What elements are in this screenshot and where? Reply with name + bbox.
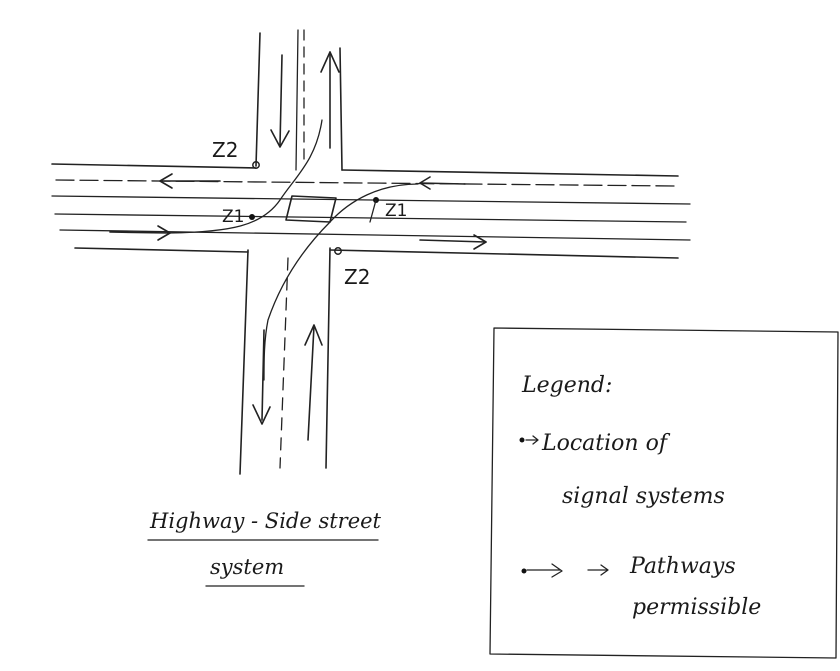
south-left-curb: [239, 249, 249, 475]
legend-item2-line2: permissible: [632, 595, 761, 620]
north-center-line: [295, 29, 299, 171]
arrow-highway-eastbound-west: [109, 225, 171, 241]
highway-north-edge-east: [341, 169, 679, 177]
highway-south-edge-west: [74, 247, 249, 253]
north-left-curb: [255, 32, 261, 167]
arrow-south-northbound: [304, 324, 323, 441]
legend-item2-arrow: [587, 564, 609, 576]
legend-title: Legend:: [521, 373, 612, 398]
legend-item1-dot: [519, 437, 525, 443]
pathway-west-to-south: [263, 183, 419, 381]
north-right-curb: [339, 47, 343, 171]
signal-label-z1-e: Z1: [385, 201, 407, 221]
arrow-highway-eastbound-east: [419, 234, 487, 250]
signal-dot-z2-se: [334, 247, 342, 255]
legend-border: [489, 327, 839, 659]
legend-item2-dot: [521, 568, 527, 574]
legend-item2-arrow-sample: [526, 563, 563, 578]
arrow-north-northbound: [320, 51, 340, 149]
legend-item1-line2: signal systems: [562, 484, 725, 509]
highway-south-edge-east: [329, 249, 679, 259]
signal-dot-z1-w: [249, 214, 255, 220]
arrow-north-southbound: [270, 54, 290, 148]
signal-label-z2-se: Z2: [344, 265, 370, 289]
highway-lane-line-3: [59, 229, 691, 241]
legend-item1-arrow: [525, 435, 539, 445]
highway-lane-line-1: [51, 195, 691, 205]
side-street-south: [239, 247, 331, 475]
south-right-curb: [325, 247, 331, 469]
legend-box: Legend: Location of signal systems Pathw…: [489, 327, 839, 659]
south-center-dashed: [279, 257, 289, 469]
legend-item1-line1: Location of: [541, 431, 671, 456]
caption-line-1: Highway - Side street: [149, 509, 382, 533]
pathway-east-to-north: [169, 119, 323, 234]
signal-pole-z1-e: [369, 199, 377, 223]
caption-line-2: system: [210, 555, 284, 579]
side-street-north: [255, 29, 343, 171]
highway-north-edge-west: [51, 163, 257, 169]
arrow-south-southbound: [252, 329, 271, 425]
arrow-highway-westbound-east: [419, 176, 466, 190]
legend-item2-line1: Pathways: [629, 554, 736, 579]
signal-label-z2-nw: Z2: [212, 138, 238, 162]
highway-lane-dashed: [55, 179, 676, 187]
arrow-highway-westbound: [159, 173, 221, 189]
signal-dot-z2-nw: [252, 161, 260, 169]
signal-label-z1-w: Z1: [222, 207, 244, 227]
highway: [51, 163, 691, 259]
